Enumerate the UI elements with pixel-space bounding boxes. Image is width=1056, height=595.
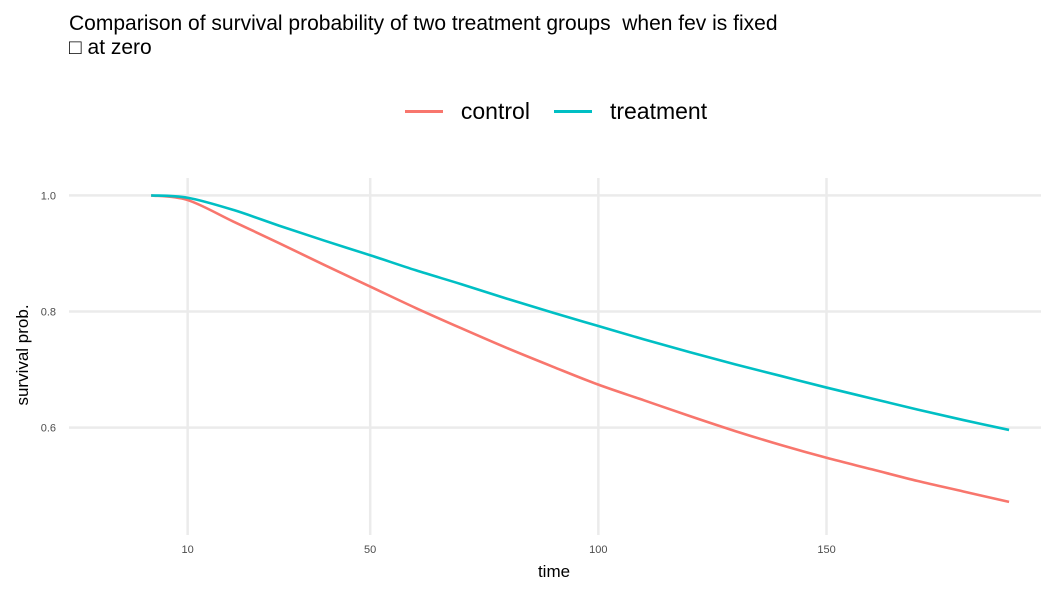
y-tick-label: 1.0 <box>41 190 56 202</box>
x-tick-labels: 10 50 100 150 <box>182 544 836 556</box>
series-line-control <box>150 194 1010 504</box>
y-tick-label: 0.6 <box>41 423 56 435</box>
legend-item-treatment: treatment <box>553 98 708 125</box>
series-lines <box>150 194 1010 504</box>
x-tick-label: 150 <box>817 544 835 556</box>
legend-key-control <box>404 110 443 113</box>
y-tick-labels: 0.6 0.8 1.0 <box>41 190 56 434</box>
x-tick-label: 10 <box>182 544 194 556</box>
legend-label-treatment: treatment <box>609 98 708 124</box>
chart-title: Comparison of survival probability of tw… <box>69 12 778 59</box>
legend: control treatment <box>0 98 1056 125</box>
y-tick-label: 0.8 <box>41 307 56 319</box>
legend-item-control: control <box>404 98 530 125</box>
x-tick-label: 50 <box>364 544 376 556</box>
series-line-treatment <box>151 194 1010 432</box>
y-axis-title: survival prob. <box>13 304 32 405</box>
legend-label-control: control <box>460 98 530 124</box>
x-axis-title: time <box>538 562 570 581</box>
y-gridlines <box>69 194 1041 429</box>
legend-key-treatment <box>553 110 592 113</box>
x-tick-label: 100 <box>589 544 607 556</box>
x-gridlines <box>186 178 828 535</box>
